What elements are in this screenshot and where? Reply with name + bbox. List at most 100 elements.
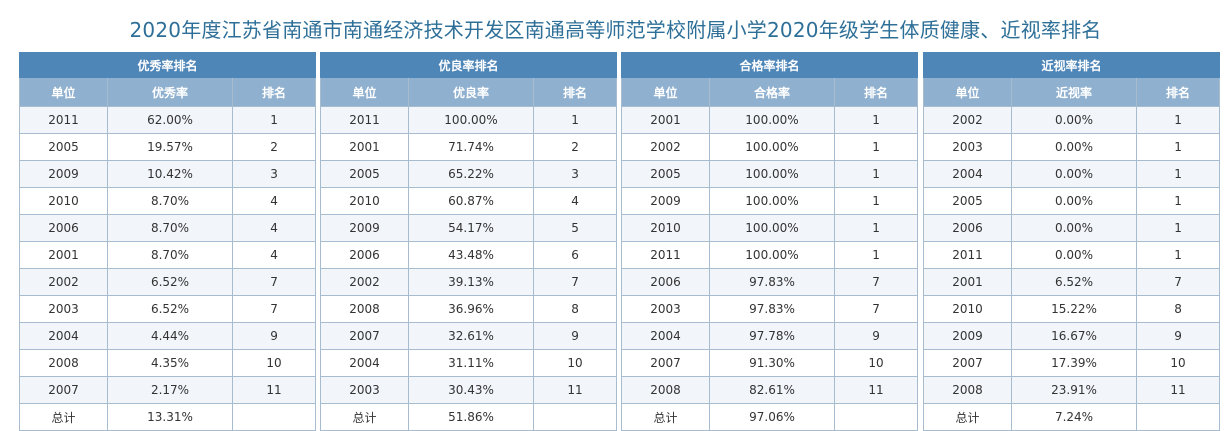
table-row: 2009 10.42% 3: [19, 160, 317, 188]
table-cell: 54.17%: [408, 214, 534, 242]
table-row: 2003 6.52% 7: [19, 295, 317, 323]
table-cell: 7: [231, 295, 317, 323]
table-cell: 60.87%: [408, 187, 534, 215]
table-cell: 0.00%: [1011, 214, 1137, 242]
table-row: 2001 71.74% 2: [320, 133, 618, 161]
table-cell: 10: [1135, 349, 1221, 377]
table-row: 2010 100.00% 1: [621, 214, 919, 242]
column-header: 排名: [1135, 77, 1221, 107]
table-cell: 91.30%: [709, 349, 835, 377]
table-row: 2003 30.43% 11: [320, 376, 618, 404]
table-cell: 10.42%: [107, 160, 233, 188]
table-cell: 7: [231, 268, 317, 296]
table-heading: 优良率排名: [319, 52, 618, 78]
table-cell: 17.39%: [1011, 349, 1137, 377]
table-cell: 19.57%: [107, 133, 233, 161]
table-cell: 2006: [923, 214, 1012, 242]
total-row: 总计 13.31%: [19, 403, 317, 431]
table-cell: 15.22%: [1011, 295, 1137, 323]
table-row: 2006 8.70% 4: [19, 214, 317, 242]
column-header: 优良率: [408, 77, 534, 107]
table-cell: 97.83%: [709, 268, 835, 296]
table-cell: 31.11%: [408, 349, 534, 377]
table-cell: 100.00%: [709, 160, 835, 188]
table-cell: 2001: [923, 268, 1012, 296]
table-cell: 1: [1135, 241, 1221, 269]
table-row: 2009 16.67% 9: [923, 322, 1221, 350]
table-cell: 2008: [621, 376, 710, 404]
column-header: 排名: [833, 77, 919, 107]
table-cell: 2003: [320, 376, 409, 404]
table-cell: 11: [833, 376, 919, 404]
table-cell: 2007: [923, 349, 1012, 377]
table-cell: 100.00%: [709, 214, 835, 242]
table-row: 2007 17.39% 10: [923, 349, 1221, 377]
table-cell: 1: [833, 241, 919, 269]
table-row: 2002 100.00% 1: [621, 133, 919, 161]
table-row: 2001 8.70% 4: [19, 241, 317, 269]
table-cell: 1: [833, 106, 919, 134]
table-cell: 10: [532, 349, 618, 377]
table-row: 2003 97.83% 7: [621, 295, 919, 323]
table-cell: 32.61%: [408, 322, 534, 350]
table-cell: 4.44%: [107, 322, 233, 350]
table-cell: 2008: [320, 295, 409, 323]
table-row: 2004 97.78% 9: [621, 322, 919, 350]
table-cell: 6.52%: [1011, 268, 1137, 296]
table-cell: 0.00%: [1011, 160, 1137, 188]
table-cell: 2.17%: [107, 376, 233, 404]
table-row: 2005 100.00% 1: [621, 160, 919, 188]
total-cell: 总计: [320, 403, 409, 431]
table-cell: 2011: [19, 106, 108, 134]
table-cell: 2001: [19, 241, 108, 269]
table-cell: 6: [532, 241, 618, 269]
column-header: 排名: [532, 77, 618, 107]
table-cell: 2008: [923, 376, 1012, 404]
column-header: 单位: [320, 77, 409, 107]
table-cell: 5: [532, 214, 618, 242]
table-row: 2005 0.00% 1: [923, 187, 1221, 215]
table-cell: 1: [1135, 133, 1221, 161]
table-row: 2004 0.00% 1: [923, 160, 1221, 188]
table-cell: 2006: [320, 241, 409, 269]
table-cell: 97.83%: [709, 295, 835, 323]
table-cell: 2001: [320, 133, 409, 161]
table-row: 2002 6.52% 7: [19, 268, 317, 296]
table-row: 2011 0.00% 1: [923, 241, 1221, 269]
total-cell: [1135, 403, 1221, 431]
total-cell: [532, 403, 618, 431]
table-cell: 2009: [320, 214, 409, 242]
table-cell: 65.22%: [408, 160, 534, 188]
table-cell: 2009: [923, 322, 1012, 350]
table-cell: 2001: [621, 106, 710, 134]
table-row: 2003 0.00% 1: [923, 133, 1221, 161]
table-row: 2006 0.00% 1: [923, 214, 1221, 242]
column-header: 合格率: [709, 77, 835, 107]
table-cell: 2007: [19, 376, 108, 404]
table-cell: 2: [532, 133, 618, 161]
total-cell: [833, 403, 919, 431]
table-cell: 2011: [621, 241, 710, 269]
table-row: 2006 97.83% 7: [621, 268, 919, 296]
table-cell: 9: [833, 322, 919, 350]
table-cell: 7: [833, 295, 919, 323]
table-cell: 7: [1135, 268, 1221, 296]
table-cell: 2003: [923, 133, 1012, 161]
table-cell: 2002: [320, 268, 409, 296]
column-header: 单位: [923, 77, 1012, 107]
total-cell: 51.86%: [408, 403, 534, 431]
table-row: 2010 8.70% 4: [19, 187, 317, 215]
table-cell: 2006: [19, 214, 108, 242]
table-cell: 2005: [621, 160, 710, 188]
table-cell: 0.00%: [1011, 133, 1137, 161]
table-cell: 3: [231, 160, 317, 188]
table-cell: 4: [532, 187, 618, 215]
table-row: 2004 4.44% 9: [19, 322, 317, 350]
total-cell: 7.24%: [1011, 403, 1137, 431]
table-cell: 8.70%: [107, 187, 233, 215]
table-row: 2007 2.17% 11: [19, 376, 317, 404]
column-header: 单位: [19, 77, 108, 107]
table-cell: 2011: [320, 106, 409, 134]
table-cell: 4: [231, 241, 317, 269]
total-row: 总计 7.24%: [923, 403, 1221, 431]
